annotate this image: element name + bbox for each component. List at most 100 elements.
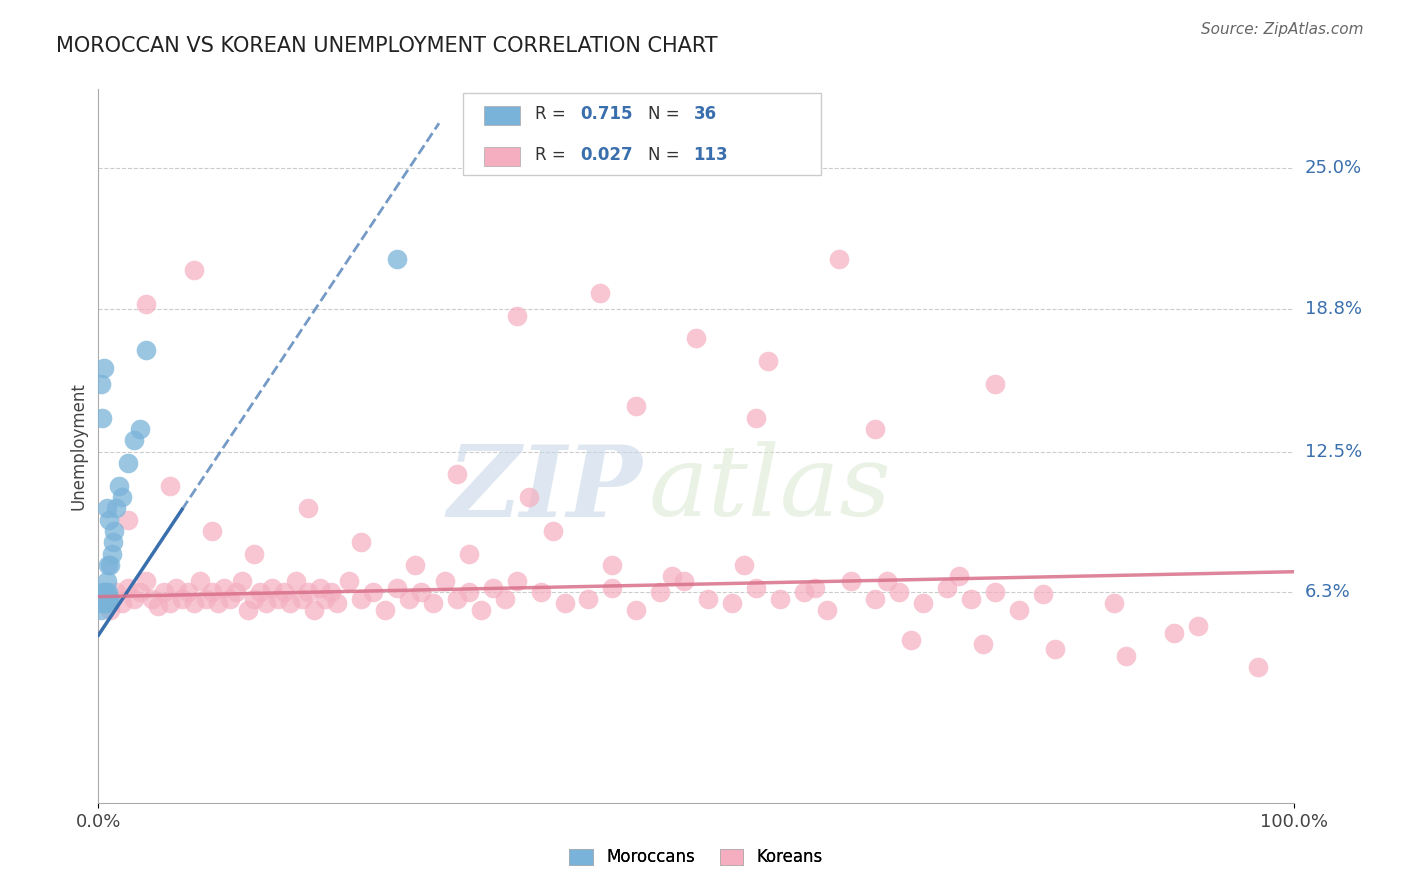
Point (745, 410, 768, 425)
Point (231, 574, 253, 588)
Point (936, 581, 959, 595)
Point (648, 585, 672, 599)
Text: 0.027: 0.027 (581, 146, 633, 164)
Point (98, 591, 121, 606)
Point (201, 585, 224, 599)
Point (422, 597, 444, 611)
Point (793, 585, 815, 599)
Point (96, 501, 118, 516)
Point (733, 558, 755, 572)
FancyBboxPatch shape (463, 93, 821, 175)
Point (236, 603, 259, 617)
Point (494, 591, 516, 606)
Point (107, 478, 129, 492)
Point (326, 597, 349, 611)
Point (278, 597, 301, 611)
Point (219, 591, 242, 606)
Point (129, 585, 152, 599)
Point (201, 524, 224, 538)
Point (815, 603, 838, 617)
Point (267, 591, 290, 606)
Point (105, 501, 128, 516)
Point (446, 591, 468, 606)
Point (673, 574, 696, 588)
Point (91, 597, 114, 611)
Point (129, 422, 152, 436)
Point (94, 585, 117, 599)
Point (284, 574, 307, 588)
Point (90, 376, 112, 391)
Point (446, 467, 468, 482)
Point (541, 524, 564, 538)
Point (195, 591, 218, 606)
Point (315, 591, 337, 606)
Point (865, 591, 887, 606)
Text: 6.3%: 6.3% (1305, 583, 1350, 601)
Point (111, 597, 134, 611)
Point (841, 574, 863, 588)
Text: MOROCCAN VS KOREAN UNEMPLOYMENT CORRELATION CHART: MOROCCAN VS KOREAN UNEMPLOYMENT CORRELAT… (56, 36, 718, 55)
Point (458, 585, 481, 599)
Point (148, 599, 170, 613)
Point (297, 585, 319, 599)
Point (93, 585, 115, 599)
Point (506, 574, 529, 588)
Y-axis label: Unemployment: Unemployment (69, 382, 87, 510)
Point (768, 591, 790, 606)
Point (972, 637, 994, 651)
Point (302, 603, 325, 617)
Point (1032, 587, 1054, 601)
Point (165, 581, 187, 595)
Text: R =: R = (534, 105, 571, 123)
Point (602, 581, 624, 595)
Point (385, 252, 409, 266)
Point (243, 591, 266, 606)
Point (458, 547, 481, 561)
Point (91, 591, 114, 606)
Point (117, 513, 139, 527)
Point (97, 591, 120, 606)
Point (96, 591, 118, 606)
Point (530, 585, 553, 599)
Point (101, 535, 124, 549)
Point (1008, 603, 1031, 617)
Point (98, 591, 122, 606)
Point (321, 585, 343, 599)
Point (308, 581, 330, 595)
Point (172, 591, 194, 606)
Point (91, 410, 114, 425)
Point (350, 535, 373, 549)
Text: 12.5%: 12.5% (1305, 442, 1362, 460)
Point (124, 591, 146, 606)
Point (159, 478, 181, 492)
Point (93, 360, 115, 375)
Point (1115, 648, 1137, 663)
Point (602, 558, 624, 572)
Point (93, 591, 115, 606)
Text: N =: N = (648, 146, 685, 164)
Point (517, 490, 540, 504)
Text: 113: 113 (693, 146, 728, 164)
Point (94, 597, 117, 611)
Point (404, 558, 426, 572)
Point (188, 574, 211, 588)
Point (697, 591, 720, 606)
Point (889, 585, 911, 599)
Point (911, 597, 934, 611)
Point (177, 585, 200, 599)
FancyBboxPatch shape (485, 106, 520, 125)
Point (745, 581, 768, 595)
Point (385, 581, 409, 595)
Point (434, 574, 457, 588)
Point (948, 569, 970, 583)
Point (554, 597, 576, 611)
Point (91, 591, 114, 606)
Point (960, 591, 983, 606)
Point (94, 591, 117, 606)
Text: N =: N = (648, 105, 685, 123)
Point (183, 597, 205, 611)
Point (1163, 626, 1185, 640)
Point (398, 591, 420, 606)
Point (828, 252, 851, 266)
Point (153, 585, 176, 599)
